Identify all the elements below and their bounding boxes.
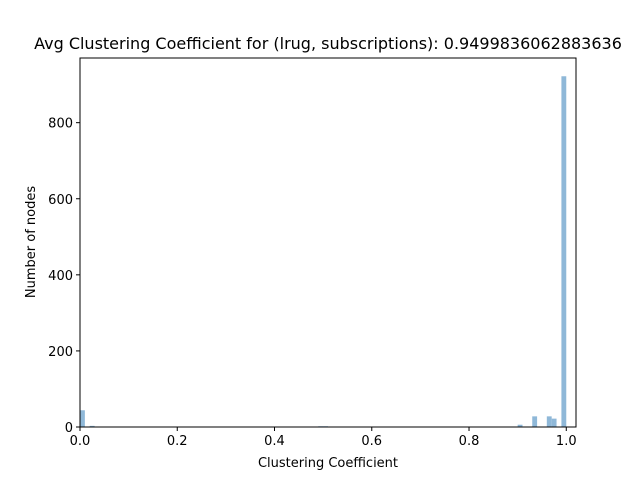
y-tick-label-4: 800: [48, 117, 73, 132]
histogram-bar-1: [89, 425, 95, 427]
x-tick-label-4: 0.8: [459, 434, 480, 449]
x-tick-label-5: 1.0: [556, 434, 577, 449]
x-tick-label-1: 0.2: [167, 434, 188, 449]
x-tick-label-2: 0.4: [264, 434, 285, 449]
histogram-bar-6: [546, 416, 552, 427]
x-axis-label: Clustering Coefficient: [258, 456, 398, 471]
histogram-bar-5: [532, 416, 538, 427]
y-axis-label: Number of nodes: [24, 186, 39, 298]
histogram-bar-0: [80, 410, 85, 427]
histogram-bar-4: [517, 424, 523, 427]
y-axis: 0 200 400 600 800: [48, 117, 80, 436]
x-tick-label-3: 0.6: [361, 434, 382, 449]
x-tick-label-0: 0.0: [70, 434, 91, 449]
histogram-bars: [80, 76, 567, 427]
x-axis: 0.0 0.2 0.4 0.6 0.8 1.0: [70, 427, 577, 449]
y-tick-label-0: 0: [65, 421, 73, 436]
y-tick-label-1: 200: [48, 345, 73, 360]
histogram-bar-7: [551, 418, 557, 427]
chart-title: Avg Clustering Coefficient for (lrug, su…: [34, 34, 622, 53]
y-tick-label-2: 400: [48, 269, 73, 284]
plot-frame: [79, 57, 577, 428]
y-tick-label-3: 600: [48, 193, 73, 208]
histogram-bar-8: [561, 76, 567, 427]
